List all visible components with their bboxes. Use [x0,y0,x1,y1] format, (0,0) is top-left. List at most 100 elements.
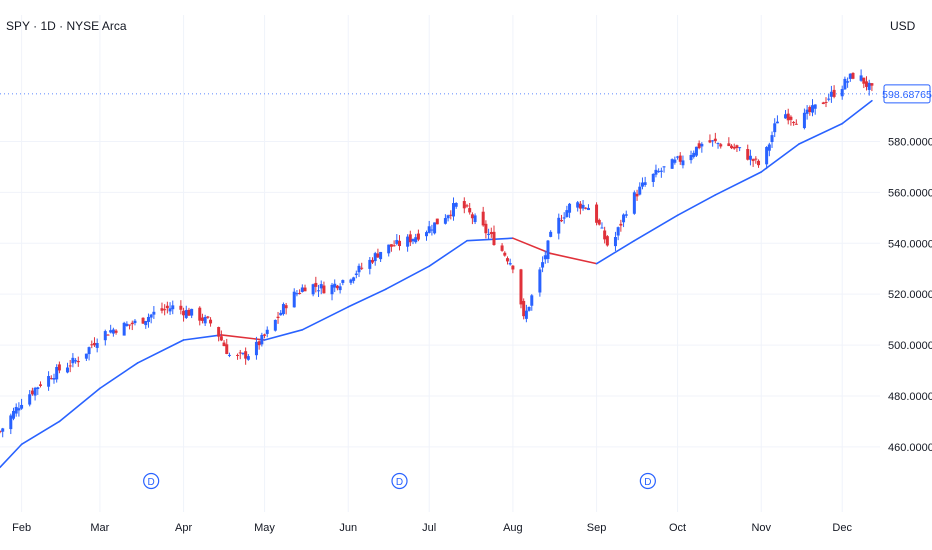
candle [236,353,240,360]
candle-body [165,305,169,309]
candle [813,104,817,115]
candle [654,164,658,178]
candle-body [794,123,798,125]
candle-body [317,290,321,292]
candle-body [662,166,666,168]
candle [673,156,677,165]
candle-body [160,308,164,311]
candle-body [411,239,415,242]
candle-body [600,227,604,229]
candle-body [265,329,269,334]
candle-body [163,309,167,311]
dividend-marker[interactable]: D [143,472,160,490]
candle [821,101,825,105]
candle-body [711,140,715,142]
candle-body [846,81,850,83]
candle [322,281,326,294]
candle [581,200,585,211]
candle [843,76,847,90]
candle-body [435,218,439,225]
candle-body [354,273,358,275]
candle-body [146,316,150,322]
moving-average-line [0,99,873,469]
dividend-marker[interactable]: D [391,472,408,490]
candle-body [489,232,493,235]
candle [87,346,91,361]
candle [730,144,734,150]
candle [354,270,358,279]
candle-body [678,155,682,162]
candle-body [789,116,793,120]
candle [748,149,752,166]
ma-segment [347,288,387,308]
candle [241,352,245,356]
candle [395,234,399,246]
chart-title: SPY · 1D · NYSE Arca [6,19,127,33]
candle-body [433,222,437,234]
candle [144,320,148,329]
candle [281,302,285,316]
candle [30,387,34,396]
candlesticks [0,69,874,438]
candle-body [605,236,609,246]
y-tick-label: 460.00000 [888,442,932,454]
candle [735,144,739,152]
ma-segment [798,122,844,145]
candle-body [109,330,113,333]
candle [184,305,188,320]
candle [379,251,383,263]
candle-body [581,204,585,209]
candle-body [692,152,696,157]
candle-body [182,310,186,316]
candle [738,146,742,152]
candle-body [813,104,817,109]
candle-body [595,204,599,223]
candle-body [111,329,115,334]
candle [295,290,299,297]
candle [225,338,229,355]
candle-body [47,376,51,387]
candle [557,213,561,240]
candle-body [276,316,280,318]
candle-body [92,342,96,346]
candle-body [557,217,561,234]
candle-body [597,219,601,225]
candle-body [38,384,42,386]
candle [389,244,393,252]
ma-segment [220,334,266,341]
candle [276,311,280,324]
candle [435,218,439,225]
candle-body [473,215,477,223]
candle [279,310,283,316]
candle [659,167,663,178]
candle-body [859,75,863,81]
candle [198,306,202,326]
candle [9,413,13,435]
candle-body [260,334,264,345]
candle-body [454,203,458,207]
candle [300,284,304,293]
candle [149,313,153,324]
candle [468,202,472,215]
y-tick-label: 540.00000 [888,238,932,250]
candle [578,200,582,215]
candle [446,214,450,222]
candle-body [20,404,24,409]
candle-body [360,267,364,269]
candle [49,375,53,380]
candle [298,289,302,295]
candle-body [184,310,188,318]
candle [670,158,674,169]
candle [317,284,321,297]
candle [338,283,342,294]
dividend-marker[interactable]: D [639,472,656,490]
candle-body [219,336,223,341]
candle [789,115,793,126]
candle-body [530,295,534,306]
candle-body [49,378,53,380]
candle-body [738,147,742,149]
candle-body [443,218,447,224]
candle-body [851,72,855,79]
